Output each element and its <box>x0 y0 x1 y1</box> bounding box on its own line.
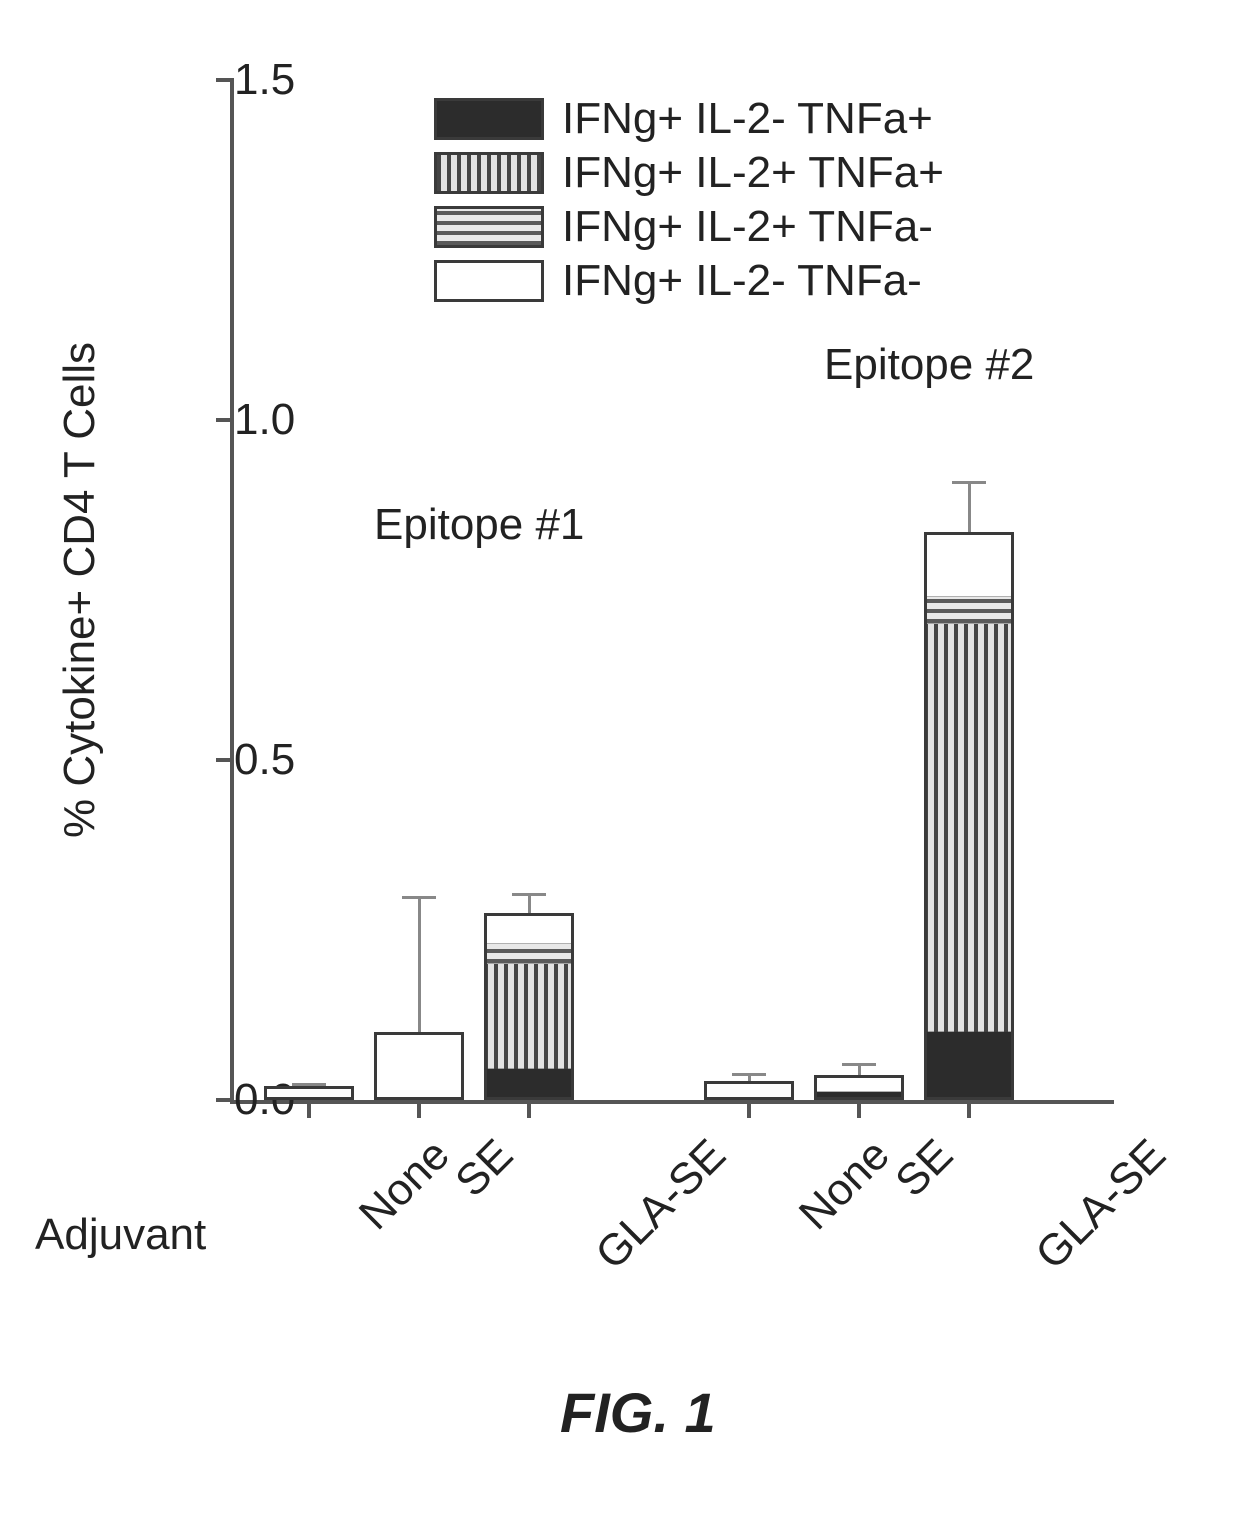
bar-outline <box>374 1032 464 1100</box>
plot-area: 0.00.51.01.5NoneSEGLA-SENoneSEGLA-SEEpit… <box>234 80 1114 1100</box>
x-axis-label: Adjuvant <box>35 1210 206 1260</box>
legend-label: IFNg+ IL-2- TNFa+ <box>562 94 933 144</box>
x-tick-label: GLA-SE <box>586 1130 735 1279</box>
x-tick-label: None <box>790 1130 900 1240</box>
error-bar-cap <box>952 481 986 484</box>
error-bar <box>528 893 531 913</box>
legend-row: IFNg+ IL-2+ TNFa+ <box>434 148 944 198</box>
error-bar <box>968 481 971 532</box>
y-tick-label: 0.0 <box>234 1075 262 1125</box>
bar-outline <box>264 1086 354 1100</box>
legend-row: IFNg+ IL-2- TNFa- <box>434 256 922 306</box>
y-tick-label: 0.5 <box>234 735 262 785</box>
legend-label: IFNg+ IL-2+ TNFa+ <box>562 148 944 198</box>
x-tick <box>857 1100 861 1118</box>
y-axis-label: % Cytokine+ CD4 T Cells <box>55 342 105 838</box>
bar-outline <box>814 1075 904 1100</box>
y-tick <box>216 758 234 762</box>
x-tick-label: GLA-SE <box>1026 1130 1175 1279</box>
y-tick <box>216 1098 234 1102</box>
legend-label: IFNg+ IL-2- TNFa- <box>562 256 922 306</box>
x-tick-label: None <box>350 1130 460 1240</box>
legend-swatch <box>434 260 544 302</box>
x-tick <box>747 1100 751 1118</box>
bar-outline <box>484 913 574 1100</box>
page: 0.00.51.01.5NoneSEGLA-SENoneSEGLA-SEEpit… <box>0 0 1241 1525</box>
legend-swatch <box>434 98 544 140</box>
error-bar-cap <box>512 893 546 896</box>
bar-outline <box>924 532 1014 1100</box>
x-tick <box>527 1100 531 1118</box>
error-bar-cap <box>732 1073 766 1076</box>
group-label: Epitope #2 <box>824 340 1034 390</box>
legend-swatch <box>434 206 544 248</box>
y-tick-label: 1.5 <box>234 55 262 105</box>
error-bar <box>418 896 421 1032</box>
error-bar-cap <box>842 1063 876 1066</box>
legend-row: IFNg+ IL-2- TNFa+ <box>434 94 933 144</box>
x-tick-label: SE <box>886 1130 963 1207</box>
x-tick <box>307 1100 311 1118</box>
y-tick-label: 1.0 <box>234 395 262 445</box>
y-tick <box>216 78 234 82</box>
figure-caption: FIG. 1 <box>560 1380 716 1445</box>
error-bar-cap <box>402 896 436 899</box>
plot-axes: 0.00.51.01.5NoneSEGLA-SENoneSEGLA-SEEpit… <box>230 80 1114 1104</box>
group-label: Epitope #1 <box>374 500 584 550</box>
x-tick <box>417 1100 421 1118</box>
legend-label: IFNg+ IL-2+ TNFa- <box>562 202 933 252</box>
x-tick <box>967 1100 971 1118</box>
bar-outline <box>704 1081 794 1100</box>
legend-swatch <box>434 152 544 194</box>
legend: IFNg+ IL-2- TNFa+IFNg+ IL-2+ TNFa+IFNg+ … <box>434 94 1094 324</box>
x-tick-label: SE <box>446 1130 523 1207</box>
y-tick <box>216 418 234 422</box>
legend-row: IFNg+ IL-2+ TNFa- <box>434 202 933 252</box>
